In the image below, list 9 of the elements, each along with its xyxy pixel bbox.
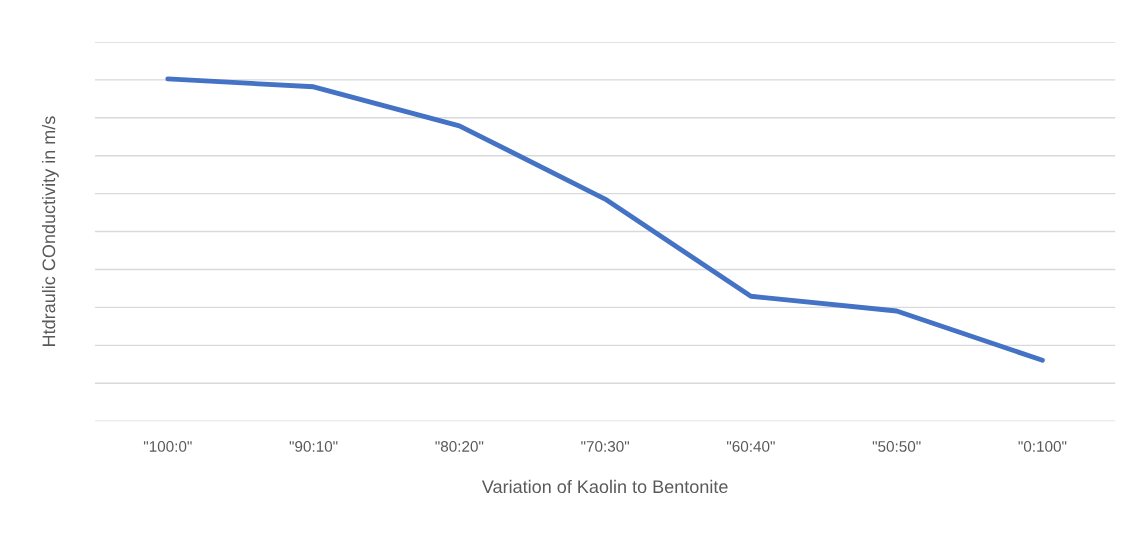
x-tick-label: "60:40" <box>727 441 775 452</box>
x-tick-label: "100:0" <box>143 441 192 452</box>
y-axis-title: Htdraulic COnductivity in m/s <box>41 116 59 346</box>
x-tick-label: "0:100" <box>1018 441 1067 452</box>
x-tick-label: "80:20" <box>435 441 484 452</box>
x-axis-title: Variation of Kaolin to Bentonite <box>481 479 728 494</box>
x-tick-label: "70:30" <box>581 441 630 452</box>
x-tick-label: "50:50" <box>872 441 921 452</box>
x-tick-label: "90:10" <box>289 441 338 452</box>
